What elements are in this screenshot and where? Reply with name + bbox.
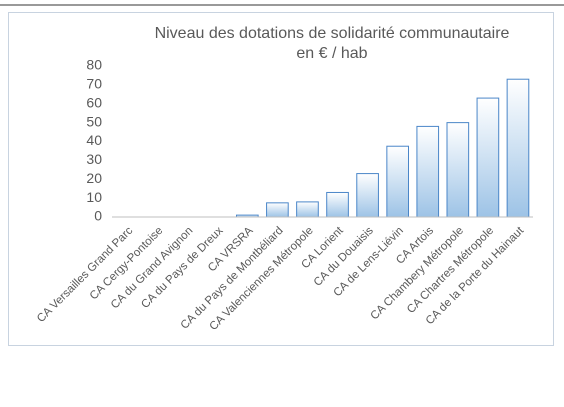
bar (386, 145, 410, 218)
y-tick-label: 50 (86, 113, 102, 129)
y-tick-label: 40 (86, 132, 102, 148)
chart-title: en € / hab (296, 45, 367, 62)
bar (476, 97, 500, 218)
bar (356, 173, 379, 218)
y-tick-label: 70 (86, 76, 102, 92)
y-tick-label: 10 (86, 189, 102, 205)
y-tick-label: 60 (86, 94, 102, 110)
bar (446, 122, 470, 218)
y-tick-label: 30 (86, 151, 102, 167)
bar (296, 201, 319, 218)
bar (266, 202, 289, 218)
chart-title: Niveau des dotations de solidarité commu… (155, 25, 510, 42)
y-tick-label: 20 (86, 170, 102, 186)
bar (416, 125, 440, 218)
bar (326, 191, 349, 218)
y-tick-label: 80 (86, 57, 102, 73)
bar (506, 78, 530, 218)
y-tick-label: 0 (94, 208, 102, 224)
